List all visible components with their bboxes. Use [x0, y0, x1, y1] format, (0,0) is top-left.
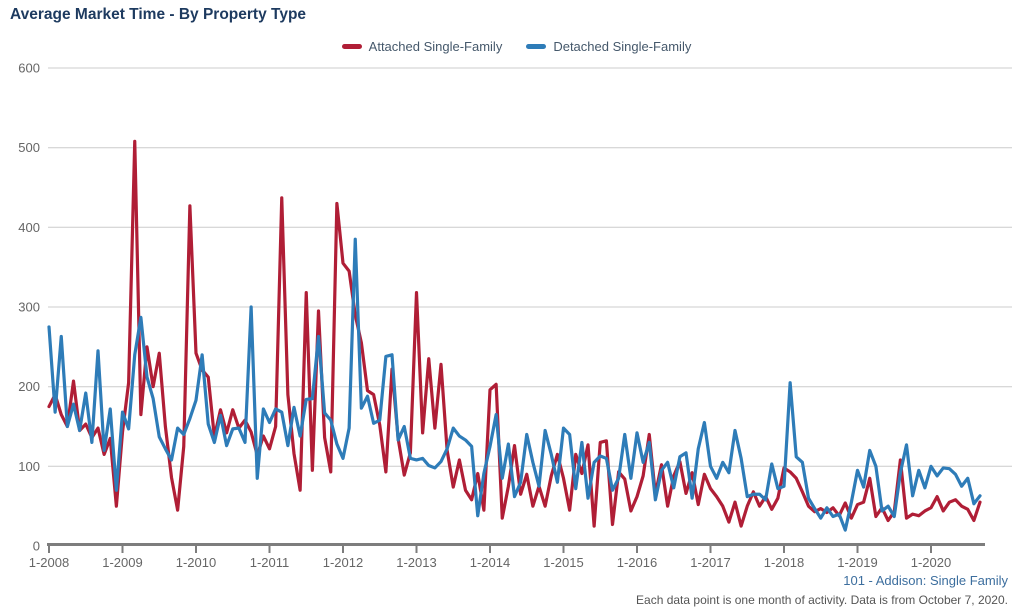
detached-series-swatch-icon	[526, 44, 547, 49]
y-axis-label: 0	[33, 539, 40, 554]
y-axis-label: 500	[18, 140, 40, 155]
x-axis-label: 1-2008	[29, 555, 69, 570]
gridlines	[48, 67, 1012, 467]
x-axis-label: 1-2010	[176, 555, 216, 570]
x-axis: 1-2008 1-2009 1-2010 1-2011 1-2012 1-2013 1-20…	[29, 543, 985, 570]
x-axis-label: 1-2014	[470, 555, 510, 570]
page-title: Average Market Time - By Property Type	[10, 6, 307, 23]
x-axis-label: 1-2013	[396, 555, 436, 570]
legend-item-detached[interactable]: Detached Single-Family	[526, 39, 691, 54]
data-disclaimer-note: Each data point is one month of activity…	[636, 593, 1008, 607]
x-axis-label: 1-2015	[543, 555, 583, 570]
chart-legend: Attached Single-Family Detached Single-F…	[48, 39, 985, 54]
legend-item-attached[interactable]: Attached Single-Family	[341, 39, 503, 54]
y-axis-label: 600	[18, 61, 40, 76]
x-axis-label: 1-2009	[102, 555, 142, 570]
y-axis-label: 100	[18, 459, 40, 474]
x-axis-label: 1-2018	[764, 555, 804, 570]
legend-label-detached: Detached Single-Family	[553, 39, 692, 54]
series-detached-line[interactable]	[47, 237, 982, 532]
x-axis-label: 1-2017	[690, 555, 730, 570]
attached-series-swatch-icon	[341, 44, 362, 49]
legend-label-attached: Attached Single-Family	[368, 39, 503, 54]
series-attached-line[interactable]	[47, 139, 982, 528]
x-axis-label: 1-2016	[617, 555, 657, 570]
x-axis-label: 1-2019	[837, 555, 877, 570]
x-axis-label: 1-2020	[911, 555, 951, 570]
source-filter-link[interactable]: 101 - Addison: Single Family	[843, 573, 1008, 588]
y-axis-label: 200	[18, 379, 40, 394]
y-axis-label: 300	[18, 300, 40, 315]
x-axis-label: 1-2011	[250, 555, 290, 570]
y-axis-labels: 0 100 200 300 400 500 600	[18, 61, 40, 554]
y-axis-label: 400	[18, 220, 40, 235]
x-axis-label: 1-2012	[323, 555, 363, 570]
